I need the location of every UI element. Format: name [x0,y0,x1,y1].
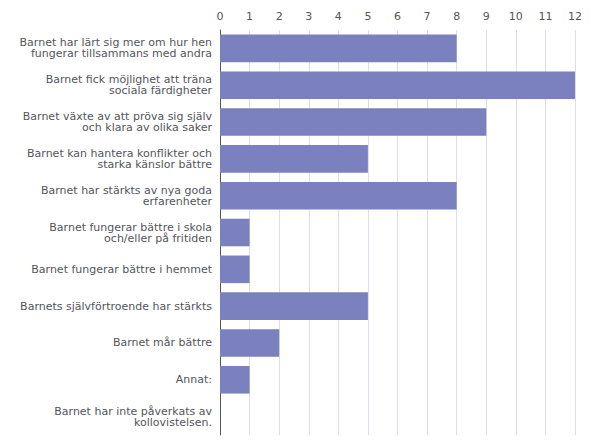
svg-text:3: 3 [305,10,312,23]
svg-text:2: 2 [276,10,283,23]
svg-text:5: 5 [364,10,371,23]
svg-text:erfarenheter: erfarenheter [143,195,213,208]
svg-text:12: 12 [568,10,582,23]
svg-text:Barnet fick möjlighet att trän: Barnet fick möjlighet att träna [45,73,212,87]
svg-text:starka känslor bättre: starka känslor bättre [97,158,212,171]
svg-text:1: 1 [246,10,253,23]
svg-text:11: 11 [538,10,552,23]
svg-text:0: 0 [217,10,224,23]
svg-text:och/eller på fritiden: och/eller på fritiden [104,232,212,245]
svg-text:fungerar tillsammans med andra: fungerar tillsammans med andra [31,47,212,60]
svg-text:Barnet växte av att pröva sig: Barnet växte av att pröva sig själv [22,110,212,123]
svg-text:kollovistelsen.: kollovistelsen. [134,416,212,429]
svg-text:10: 10 [509,10,523,23]
svg-text:Barnet fungerar bättre i skola: Barnet fungerar bättre i skola [49,220,212,234]
svg-text:och klara av olika saker: och klara av olika saker [82,121,212,134]
svg-text:Barnet har stärkts av nya goda: Barnet har stärkts av nya goda [41,183,212,197]
svg-text:Barnet mår bättre: Barnet mår bättre [113,336,212,349]
svg-text:8: 8 [453,10,460,23]
svg-text:4: 4 [335,10,342,23]
svg-text:Barnet har inte påverkats av: Barnet har inte påverkats av [54,404,212,418]
svg-text:6: 6 [394,10,401,23]
svg-text:Barnet fungerar bättre i hemme: Barnet fungerar bättre i hemmet [31,263,212,276]
svg-text:9: 9 [483,10,490,23]
svg-text:Barnet har lärt sig mer om hur: Barnet har lärt sig mer om hur hen [19,36,212,50]
svg-text:Barnets självförtroende har st: Barnets självförtroende har stärkts [20,300,212,313]
svg-text:Barnet kan hantera konflikter: Barnet kan hantera konflikter och [27,146,212,160]
svg-text:sociala färdigheter: sociala färdigheter [109,84,212,97]
svg-text:7: 7 [424,10,431,23]
svg-text:Annat:: Annat: [176,373,212,386]
